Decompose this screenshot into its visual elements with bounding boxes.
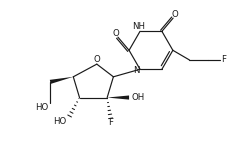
Text: O: O [93, 55, 100, 65]
Text: OH: OH [131, 93, 144, 102]
Text: NH: NH [132, 22, 145, 31]
Polygon shape [50, 77, 73, 84]
Text: O: O [113, 29, 120, 38]
Text: HO: HO [35, 103, 48, 112]
Text: N: N [133, 66, 139, 75]
Polygon shape [107, 96, 129, 100]
Text: HO: HO [53, 117, 67, 126]
Text: F: F [108, 118, 113, 127]
Text: F: F [221, 55, 227, 65]
Text: O: O [172, 10, 178, 19]
